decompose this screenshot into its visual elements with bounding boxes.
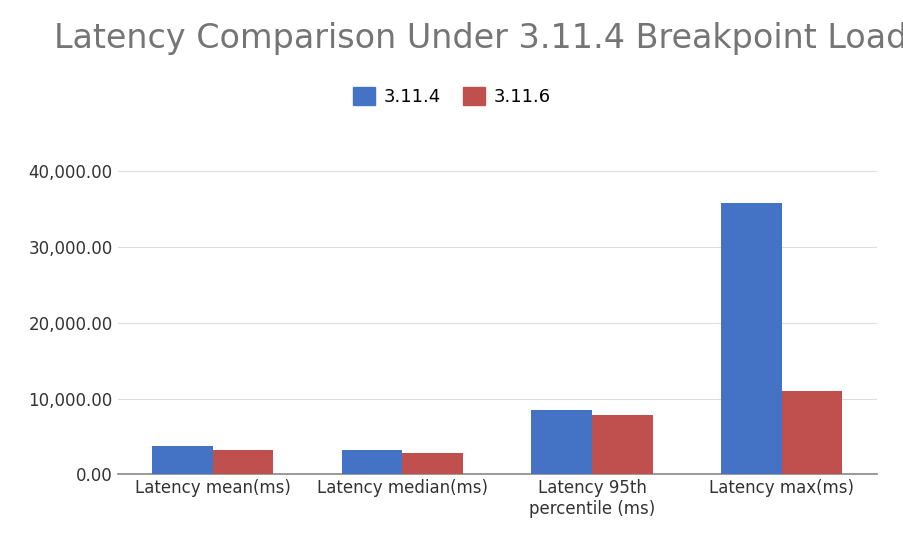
Bar <box>721 203 781 474</box>
Bar <box>212 450 273 474</box>
Text: Latency Comparison Under 3.11.4 Breakpoint Load: Latency Comparison Under 3.11.4 Breakpoi… <box>54 22 903 55</box>
Bar <box>402 453 462 474</box>
Bar <box>591 415 652 474</box>
Bar <box>341 450 402 474</box>
Bar <box>152 445 212 474</box>
Legend: 3.11.4, 3.11.6: 3.11.4, 3.11.6 <box>348 81 555 112</box>
Bar <box>781 391 842 474</box>
Bar <box>531 410 591 474</box>
